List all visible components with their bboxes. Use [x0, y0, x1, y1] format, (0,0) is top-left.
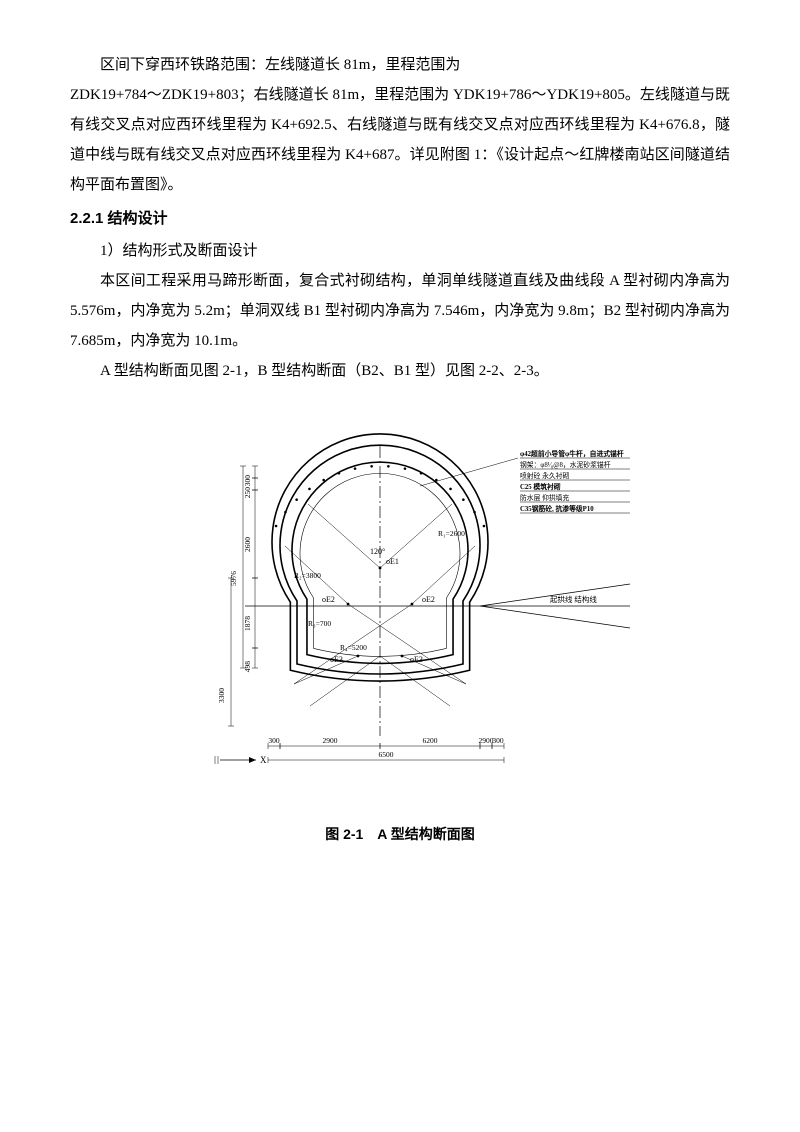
svg-text:1878: 1878	[243, 616, 252, 631]
svg-text:R₃=700: R₃=700	[308, 619, 331, 628]
svg-text:250: 250	[243, 487, 252, 499]
svg-text:2900: 2900	[323, 736, 338, 745]
svg-text:钢架：φ8¹⁄₈@8，水泥砂浆锚杆: 钢架：φ8¹⁄₈@8，水泥砂浆锚杆	[520, 460, 611, 469]
svg-text:C35钢筋砼, 抗渗等级P10: C35钢筋砼, 抗渗等级P10	[520, 504, 594, 513]
svg-text:C25 模筑衬砌: C25 模筑衬砌	[520, 482, 561, 491]
svg-text:φ42超前小导管φ牛杆，自进式锚杆: φ42超前小导管φ牛杆，自进式锚杆	[520, 449, 624, 458]
svg-text:防水层 仰拱填充: 防水层 仰拱填充	[520, 493, 569, 502]
svg-text:R₂=3800: R₂=3800	[294, 571, 321, 580]
svg-text:R₁=2600: R₁=2600	[438, 529, 465, 538]
svg-text:300: 300	[243, 475, 252, 487]
svg-text:oE3: oE3	[410, 655, 423, 664]
svg-text:起拱线 结构线: 起拱线 结构线	[550, 594, 597, 604]
svg-text:R₄=5200: R₄=5200	[340, 643, 367, 652]
paragraph-5: A 型结构断面见图 2-1，B 型结构断面（B2、B1 型）见图 2-2、2-3…	[70, 356, 730, 386]
svg-text:X: X	[260, 755, 267, 765]
paragraph-4: 本区间工程采用马蹄形断面，复合式衬砌结构，单洞单线隧道直线及曲线段 A 型衬砌内…	[70, 266, 730, 356]
svg-text:2600: 2600	[243, 537, 252, 552]
figure-2-1: oE1 oE2 oE2 oE3 oE3 R₁=2600 R₂=3800 R₃=700 R₄=52…	[70, 416, 730, 796]
svg-text:3300: 3300	[217, 688, 226, 703]
svg-text:6200: 6200	[423, 736, 438, 745]
paragraph-3: 1）结构形式及断面设计	[70, 236, 730, 266]
svg-text:498: 498	[243, 661, 252, 673]
svg-text:120°: 120°	[370, 547, 385, 556]
figure-caption: 图 2-1 A 型结构断面图	[70, 820, 730, 848]
svg-text:5976: 5976	[229, 571, 238, 586]
svg-text:oE2: oE2	[322, 595, 335, 604]
svg-text:喷射砼 永久衬砌: 喷射砼 永久衬砌	[520, 471, 569, 480]
svg-text:oE1: oE1	[386, 557, 399, 566]
svg-text:300: 300	[268, 736, 280, 745]
svg-text:oE3: oE3	[330, 655, 343, 664]
paragraph-1: 区间下穿西环铁路范围：左线隧道长 81m，里程范围为	[70, 50, 730, 80]
svg-text:300: 300	[492, 736, 504, 745]
section-title-2-2-1: 2.2.1 结构设计	[70, 204, 730, 234]
paragraph-2: ZDK19+784～ZDK19+803；右线隧道长 81m，里程范围为 YDK1…	[70, 80, 730, 200]
svg-text:oE2: oE2	[422, 595, 435, 604]
svg-text:6500: 6500	[379, 750, 394, 759]
